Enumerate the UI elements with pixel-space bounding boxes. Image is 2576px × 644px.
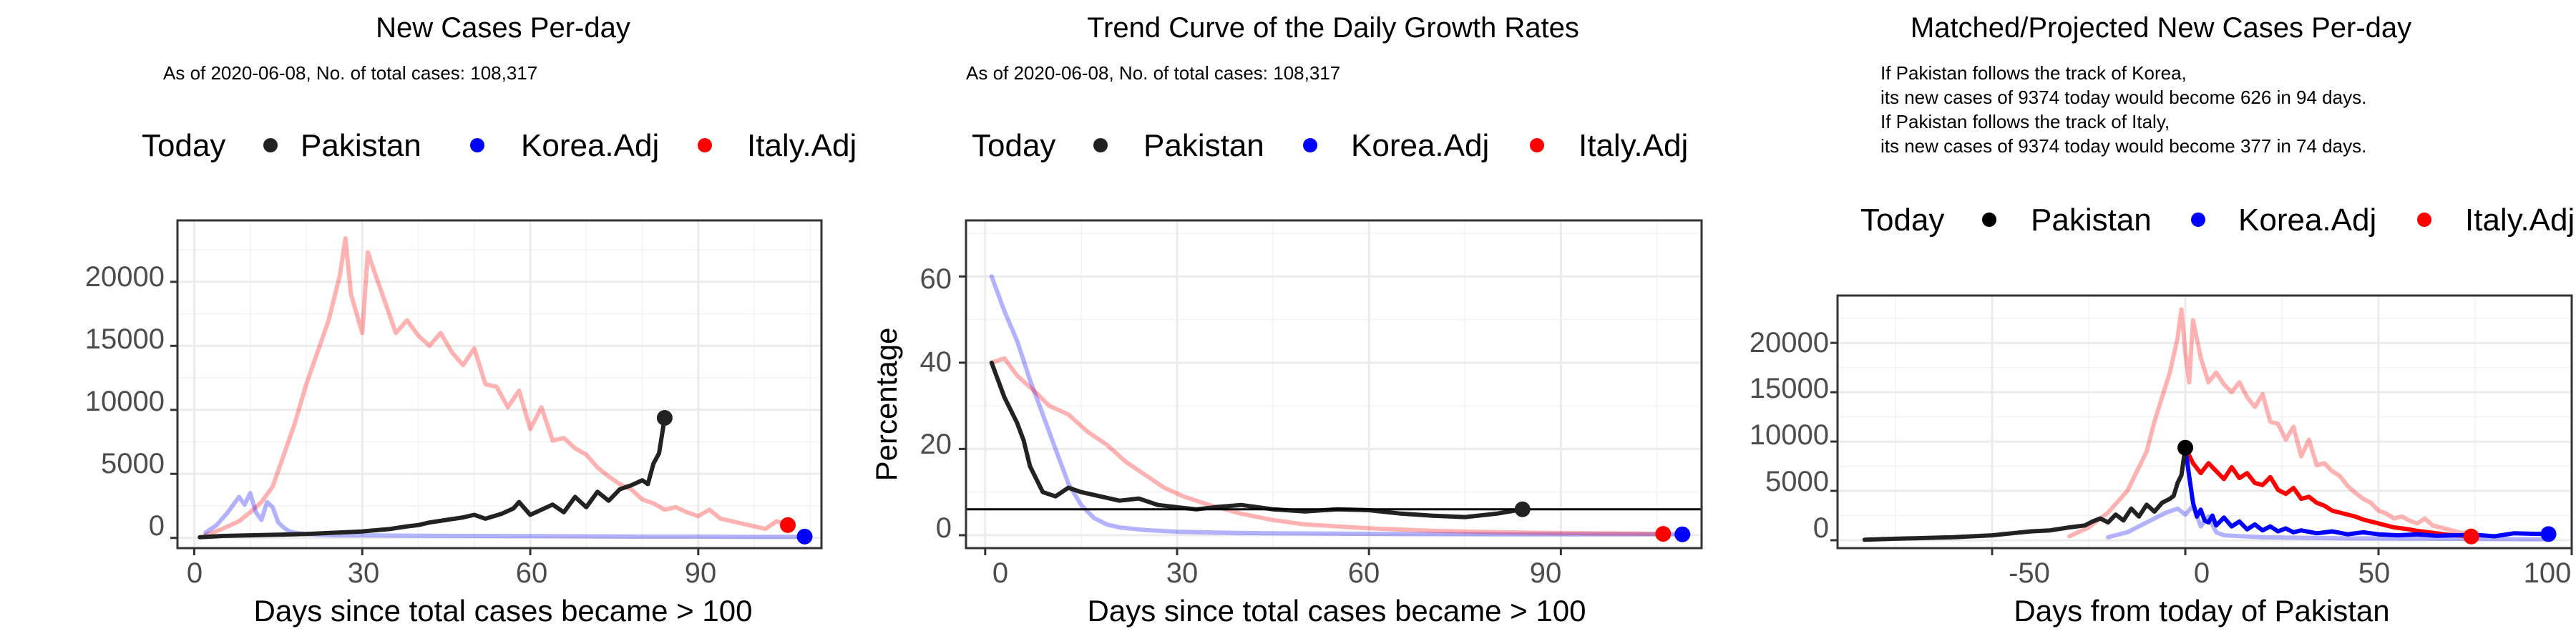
panel3-xtick-100: 100 — [2524, 557, 2572, 589]
today-point-pakistan — [2177, 439, 2193, 456]
panel2-ytick-20: 20 — [920, 429, 952, 460]
legend-pakistan-label: Pakistan — [301, 128, 421, 163]
legend-korea-label: Korea.Adj — [521, 128, 659, 163]
panel3-note-3: If Pakistan follows the track of Italy, — [1880, 111, 2170, 132]
panel3-note-2: its new cases of 9374 today would become… — [1880, 87, 2366, 108]
panel2-xlabel: Days since total cases became > 100 — [1088, 594, 1586, 628]
legend-korea-label: Korea.Adj — [2238, 203, 2376, 238]
legend-title: Today — [972, 128, 1055, 163]
legend-pakistan-label: Pakistan — [1143, 128, 1264, 163]
series-line-italy-projected — [2183, 445, 2474, 539]
panel2-xtick-60: 60 — [1348, 557, 1380, 589]
panel3-xtick-0: 0 — [2194, 557, 2210, 589]
panel3-ytick-0: 0 — [1813, 512, 1829, 544]
today-point-korea-adj — [2540, 526, 2557, 542]
panel1-title: New Cases Per-day — [376, 12, 630, 44]
panel1-subtitle: As of 2020-06-08, No. of total cases: 10… — [163, 62, 537, 84]
panel3-plot-area — [1830, 294, 2573, 555]
today-point-italy-adj — [2463, 528, 2479, 545]
plot-border — [176, 219, 823, 550]
panel-new-cases: New Cases Per-day As of 2020-06-08, No. … — [85, 12, 857, 628]
panel3-ytick-10000: 10000 — [1750, 419, 1829, 451]
panel-projected: Matched/Projected New Cases Per-day If P… — [1750, 12, 2575, 628]
panel1-plot-area — [170, 219, 823, 555]
legend-title: Today — [142, 128, 225, 163]
panel3-ytick-15000: 15000 — [1750, 373, 1829, 404]
today-point-korea-adj — [796, 528, 813, 545]
plot-border — [965, 219, 1703, 550]
panel2-xtick-30: 30 — [1166, 557, 1199, 589]
legend-italy-dot — [1530, 138, 1544, 152]
legend-title: Today — [1860, 203, 1944, 238]
panel3-ytick-5000: 5000 — [1765, 466, 1829, 497]
panel2-ytick-0: 0 — [936, 512, 952, 544]
legend-pakistan-dot — [1982, 213, 1996, 227]
series-line-korea-projected — [2183, 445, 2551, 539]
series-line-italy — [2067, 307, 2474, 539]
series-line-italy — [989, 356, 1666, 537]
panel1-ytick-20000: 20000 — [85, 261, 165, 293]
panel2-subtitle: As of 2020-06-08, No. of total cases: 10… — [966, 62, 1340, 84]
today-point-pakistan — [1514, 501, 1531, 517]
panel2-ytick-60: 60 — [920, 263, 952, 295]
panel1-xtick-60: 60 — [516, 557, 548, 589]
series-line-korea — [2106, 503, 2551, 542]
today-point-pakistan — [656, 409, 673, 426]
legend-korea-dot — [2191, 213, 2205, 227]
panel3-xtick-50: 50 — [2358, 557, 2391, 589]
panel3-note-4: its new cases of 9374 today would become… — [1880, 135, 2366, 157]
legend-italy-dot — [2417, 213, 2431, 227]
panel1-xtick-30: 30 — [348, 557, 380, 589]
panel3-legend: Today Pakistan Korea.Adj Italy.Adj — [1860, 203, 2575, 238]
panel1-ytick-5000: 5000 — [101, 448, 165, 479]
series-line-pakistan — [989, 360, 1525, 519]
legend-pakistan-dot — [263, 138, 278, 152]
plot-background — [177, 220, 821, 548]
panel1-legend: Today Pakistan Korea.Adj Italy.Adj — [142, 128, 857, 163]
legend-italy-label: Italy.Adj — [1579, 128, 1688, 163]
panel2-legend: Today Pakistan Korea.Adj Italy.Adj — [972, 128, 1688, 163]
panel3-note-1: If Pakistan follows the track of Korea, — [1880, 62, 2187, 84]
panel3-xtick-minus50: -50 — [2009, 557, 2050, 589]
panel3-xlabel: Days from today of Pakistan — [2014, 594, 2389, 628]
panel-growth-rates: Trend Curve of the Daily Growth Rates As… — [869, 12, 1703, 628]
panel2-ylabel: Percentage — [869, 328, 903, 482]
panel1-ytick-0: 0 — [149, 510, 165, 542]
panel2-xtick-0: 0 — [992, 557, 1008, 589]
today-point-italy-adj — [780, 517, 796, 533]
panel3-title: Matched/Projected New Cases Per-day — [1911, 12, 2411, 44]
legend-korea-label: Korea.Adj — [1351, 128, 1489, 163]
series-line-pakistan — [1862, 445, 2187, 542]
series-line-italy — [203, 236, 790, 538]
legend-italy-dot — [698, 138, 712, 152]
legend-italy-label: Italy.Adj — [2465, 203, 2575, 238]
panel2-xtick-90: 90 — [1530, 557, 1562, 589]
legend-italy-label: Italy.Adj — [747, 128, 857, 163]
series-line-korea — [989, 274, 1692, 537]
panel3-ytick-20000: 20000 — [1750, 327, 1829, 358]
series-line-pakistan — [197, 416, 667, 540]
plot-background — [1838, 296, 2572, 548]
legend-pakistan-dot — [1093, 138, 1108, 152]
panel2-ytick-40: 40 — [920, 346, 952, 378]
panel2-plot-area — [959, 219, 1703, 555]
panel1-ytick-10000: 10000 — [85, 386, 165, 417]
legend-korea-dot — [470, 138, 484, 152]
panel2-title: Trend Curve of the Daily Growth Rates — [1087, 12, 1579, 44]
panel1-xlabel: Days since total cases became > 100 — [254, 594, 753, 628]
panel1-ytick-15000: 15000 — [85, 323, 165, 355]
panel1-xtick-90: 90 — [685, 557, 717, 589]
today-point-italy-adj — [1655, 526, 1672, 542]
panel1-xtick-0: 0 — [187, 557, 203, 589]
plot-border — [1836, 294, 2573, 550]
legend-korea-dot — [1303, 138, 1317, 152]
today-point-korea-adj — [1674, 526, 1691, 542]
legend-pakistan-label: Pakistan — [2031, 203, 2152, 238]
